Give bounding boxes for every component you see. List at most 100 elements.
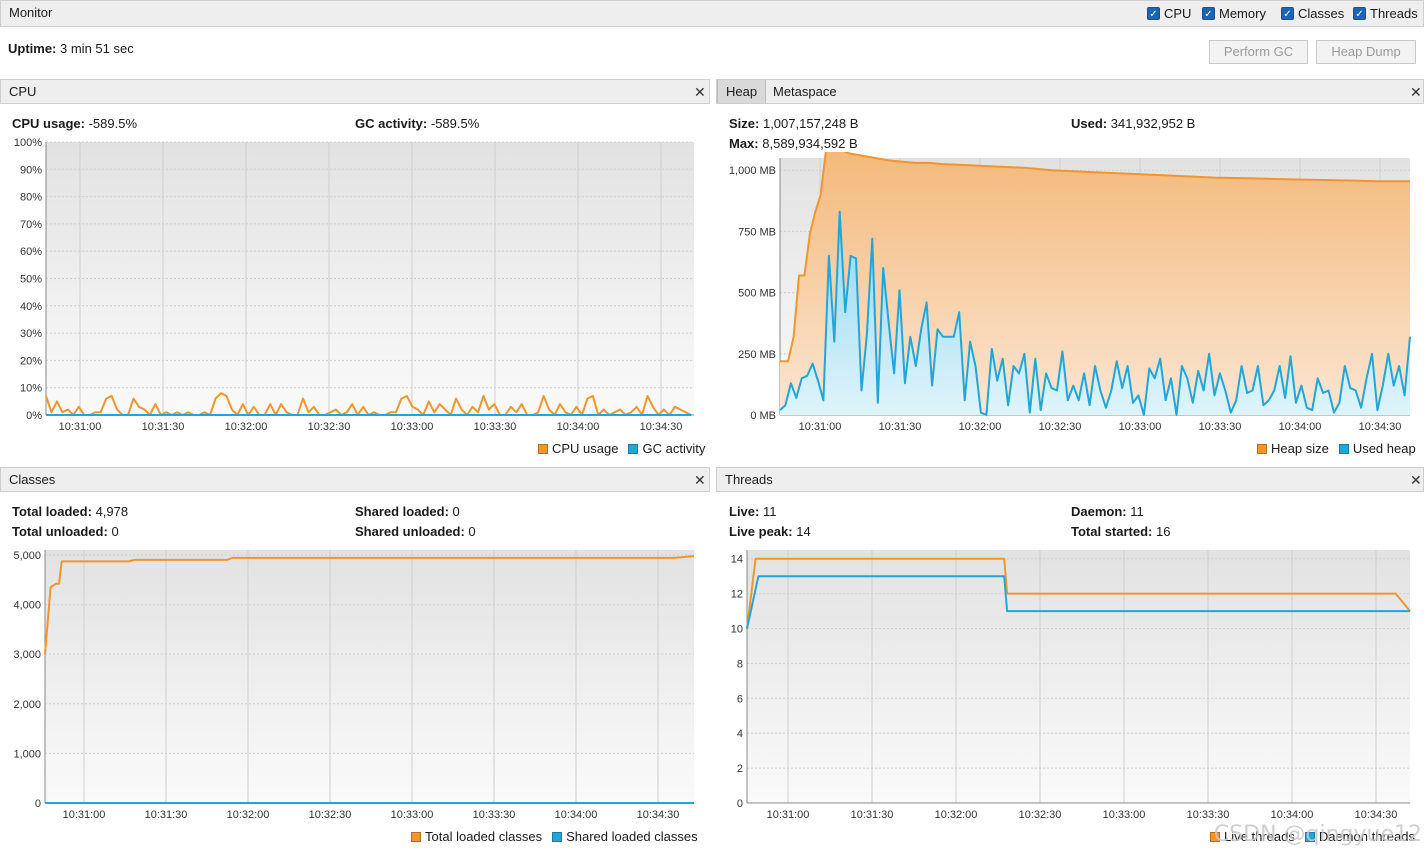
close-icon[interactable]: ✕ [694,84,706,100]
cpu-chart: 0% 10% 20% 30% 40% 50% 60% 70% 80% 90% 100% 10:31:0… [14,138,694,433]
cpu-panel-title: CPU [9,84,37,99]
threads-chart: 0 2 4 6 8 10 12 14 10:31:00 10:31:30 10:32:00 10:32… [731,550,1411,821]
x-tick-label: 10:32:00 [227,809,270,821]
shared-loaded-stat: Shared loaded: 0 [355,504,460,519]
y-tick-label: 0% [26,410,42,422]
y-tick-label: 40% [20,301,42,313]
used-heap-swatch [1338,443,1349,454]
x-tick-label: 10:33:30 [1187,809,1230,821]
heap-size-stat: Size: 1,007,157,248 B [729,116,858,131]
y-tick-label: 3,000 [13,649,41,661]
y-tick-label: 80% [20,192,42,204]
heap-size-value: 1,007,157,248 B [762,116,859,131]
threads-legend: Live threads Daemon threads [1210,829,1415,844]
classes-legend: Total loaded classes Shared loaded class… [411,829,698,844]
x-tick-label: 10:32:00 [935,809,978,821]
x-tick-label: 10:32:30 [1019,809,1062,821]
tab-heap[interactable]: Heap [717,80,767,103]
shared-loaded-value: 0 [452,504,460,519]
heap-max-label: Max: [729,136,759,151]
cpu-usage-stat: CPU usage: -589.5% [12,116,137,131]
x-tick-label: 10:34:30 [1355,809,1398,821]
x-tick-label: 10:34:30 [640,421,683,433]
threads-panel-titlebar: Threads ✕ [716,467,1424,492]
total-started-label: Total started: [1071,524,1153,539]
watermark: CSDN @qingyue12 [1213,822,1422,847]
x-tick-label: 10:31:00 [799,421,842,433]
heap-dump-button[interactable]: Heap Dump [1316,40,1416,64]
y-tick-label: 1,000 MB [729,165,776,177]
y-tick-label: 12 [731,589,743,601]
close-icon[interactable]: ✕ [694,472,706,488]
y-tick-label: 8 [737,658,743,670]
total-unloaded-label: Total unloaded: [12,524,108,539]
threads-panel-title: Threads [725,472,773,487]
heap-legend-size: Heap size [1271,441,1329,456]
y-tick-label: 60% [20,246,42,258]
heap-used-label: Used: [1071,116,1108,131]
threads-legend-daemon: Daemon threads [1318,829,1415,844]
threads-checkbox[interactable]: ✓ Threads [1353,6,1418,21]
x-tick-label: 10:34:30 [1359,421,1402,433]
heap-legend-used: Used heap [1352,441,1416,456]
classes-chart: 0 1,000 2,000 3,000 4,000 5,000 10:31:00 10:31:… [13,550,695,821]
close-icon[interactable]: ✕ [1410,472,1422,488]
y-tick-label: 1,000 [13,748,41,760]
daemon-value: 11 [1130,504,1144,519]
check-icon: ✓ [1353,7,1366,20]
total-unloaded-stat: Total unloaded: 0 [12,524,119,539]
y-tick-label: 500 MB [738,288,776,300]
cpu-usage-label: CPU usage: [12,116,85,131]
heap-used-value: 341,932,952 B [1110,116,1196,131]
x-tick-label: 10:34:00 [1271,809,1314,821]
classes-checkbox[interactable]: ✓ Classes [1281,6,1344,21]
plot-area [45,550,694,803]
close-icon[interactable]: ✕ [1410,84,1422,100]
gc-activity-swatch [628,443,639,454]
live-threads-line [746,557,1411,629]
uptime: Uptime: 3 min 51 sec [8,41,134,56]
y-tick-label: 4 [737,728,743,740]
x-tick-label: 10:34:00 [1279,421,1322,433]
y-tick-label: 0 [35,798,41,810]
heap-max-stat: Max: 8,589,934,592 B [729,136,858,151]
total-loaded-swatch [411,831,421,842]
perform-gc-button[interactable]: Perform GC [1209,40,1308,64]
classes-panel-titlebar: Classes ✕ [0,467,710,492]
y-tick-label: 20% [20,355,42,367]
used-heap-area [780,211,1410,415]
heap-size-swatch [1257,443,1267,454]
x-tick-label: 10:31:30 [879,421,922,433]
cpu-legend-gc: GC activity [642,441,706,456]
daemon-stat: Daemon: 11 [1071,504,1144,519]
monitor-title: Monitor [9,5,53,20]
x-tick-label: 10:31:00 [767,809,810,821]
cpu-checkbox[interactable]: ✓ CPU [1147,6,1191,21]
total-started-value: 16 [1156,524,1171,539]
x-tick-label: 10:34:30 [637,809,680,821]
x-tick-label: 10:31:30 [851,809,894,821]
cpu-legend: CPU usage GC activity [538,441,705,456]
y-tick-label: 30% [20,328,42,340]
x-tick-label: 10:33:30 [473,809,516,821]
y-tick-label: 5,000 [13,550,41,562]
x-tick-label: 10:32:30 [309,809,352,821]
cpu-legend-cpu: CPU usage [552,441,619,456]
x-tick-label: 10:32:00 [225,421,268,433]
y-tick-label: 70% [20,219,42,231]
live-label: Live: [729,504,760,519]
daemon-threads-swatch [1304,831,1315,842]
heap-max-value: 8,589,934,592 B [762,136,858,151]
memory-checkbox-label: Memory [1219,6,1266,21]
classes-legend-shared: Shared loaded classes [566,829,698,844]
live-stat: Live: 11 [729,504,776,519]
live-peak-label: Live peak: [729,524,793,539]
tab-metaspace[interactable]: Metaspace [773,84,837,99]
daemon-label: Daemon: [1071,504,1127,519]
total-loaded-value: 4,978 [95,504,129,519]
check-icon: ✓ [1202,7,1215,20]
heap-used-stat: Used: 341,932,952 B [1071,116,1195,131]
memory-checkbox[interactable]: ✓ Memory [1202,6,1266,21]
total-loaded-label: Total loaded: [12,504,92,519]
shared-unloaded-stat: Shared unloaded: 0 [355,524,476,539]
